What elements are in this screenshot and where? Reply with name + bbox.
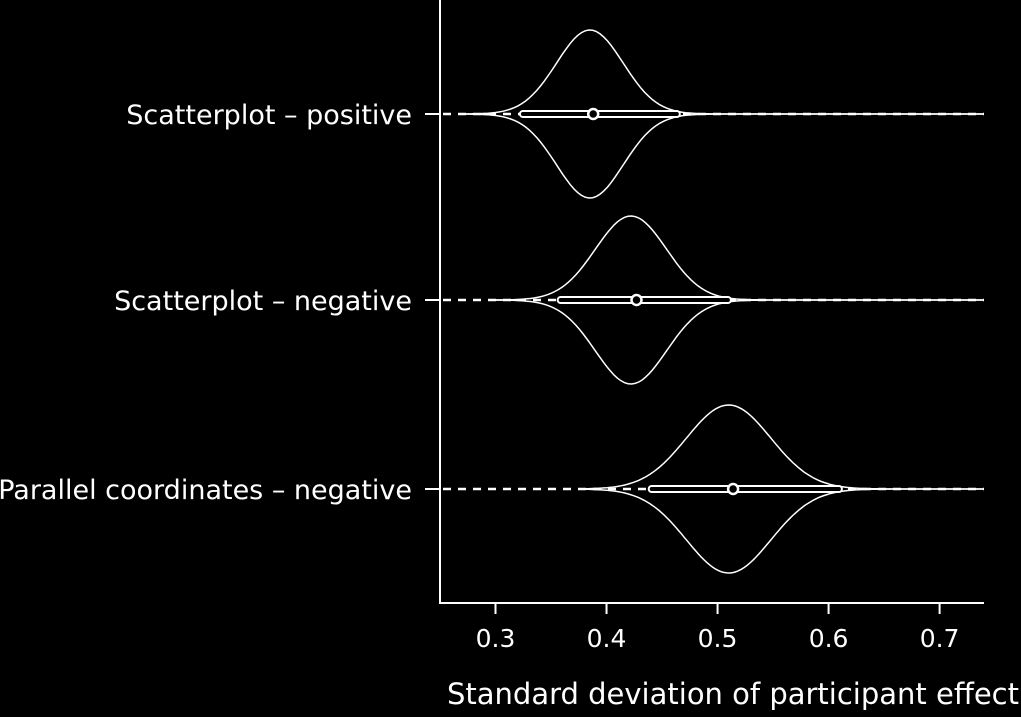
interval-bar — [518, 110, 681, 118]
x-tick-label: 0.3 — [476, 624, 516, 653]
violin-lower-outline — [462, 113, 984, 199]
category-label: Scatterplot – positive — [126, 100, 412, 131]
violin-lower-outline — [584, 488, 984, 574]
median-point — [630, 293, 643, 307]
x-tick-label: 0.7 — [920, 624, 960, 653]
violin-1 — [443, 29, 984, 199]
violin-upper-outline — [462, 29, 984, 115]
x-tick-label: 0.5 — [698, 624, 738, 653]
x-tick-label: 0.4 — [587, 624, 627, 653]
violin-upper-outline — [584, 404, 984, 490]
violin-lower-outline — [495, 299, 984, 385]
category-label: Scatterplot – negative — [114, 286, 412, 317]
median-point — [586, 107, 600, 121]
x-tick-label: 0.6 — [809, 624, 849, 653]
violins — [443, 29, 984, 574]
violin-upper-outline — [495, 215, 984, 301]
median-point — [726, 482, 740, 496]
interval-bar — [647, 485, 843, 493]
violin-2 — [443, 215, 984, 385]
x-ticks: 0.3 0.4 0.5 0.6 0.7 — [476, 603, 960, 653]
violin-3 — [443, 404, 984, 574]
category-labels: Scatterplot – positive Scatterplot – nega… — [0, 100, 440, 506]
category-label: Parallel coordinates – negative — [0, 475, 412, 506]
x-axis-label: Standard deviation of participant effect — [447, 677, 1019, 711]
interval-bar — [556, 296, 732, 304]
